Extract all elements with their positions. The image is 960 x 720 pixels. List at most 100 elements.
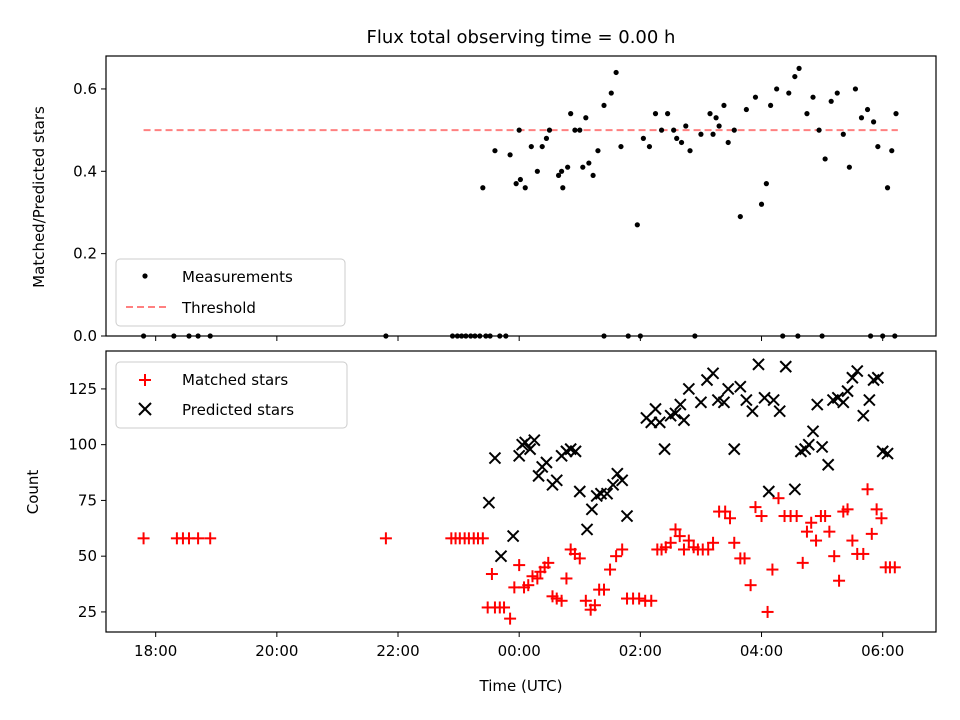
measurement-point <box>646 143 653 150</box>
measurement-point <box>710 131 716 137</box>
matched-star-point <box>766 563 779 576</box>
bottom-y-tick-label: 100 <box>68 436 97 454</box>
matched-star-point <box>604 563 617 576</box>
predicted-star-point <box>752 358 765 371</box>
measurement-point <box>674 135 680 141</box>
measurement-point <box>687 148 693 154</box>
matched-star-point <box>513 559 526 572</box>
predicted-star-point <box>600 487 614 500</box>
predicted-star-point <box>767 393 780 407</box>
measurement-point <box>737 213 743 220</box>
measurement-point <box>560 185 566 191</box>
matched-star-point <box>664 536 677 549</box>
measurement-point <box>565 164 571 170</box>
legend-marker-predicted-stars <box>138 402 152 416</box>
top-subplot: Flux total observing time = 0.00 h Match… <box>30 27 937 345</box>
top-y-axis-label: Matched/Predicted stars <box>30 106 48 288</box>
measurement-point <box>870 119 877 125</box>
matched-star-point <box>476 532 489 545</box>
matched-star-point <box>677 543 690 556</box>
bottom-y-tick-label: 75 <box>78 491 97 509</box>
top-y-tick-label: 0.4 <box>73 162 97 180</box>
bottom-y-tick-label: 50 <box>78 547 97 565</box>
legend-label-predicted-stars: Predicted stars <box>182 401 294 419</box>
predicted-star-point <box>746 405 759 418</box>
measurement-point <box>522 185 528 191</box>
measurement-point <box>716 123 722 129</box>
predicted-star-point <box>851 364 864 378</box>
predicted-star-point <box>620 509 634 523</box>
measurement-point <box>731 127 737 133</box>
measurement-point <box>707 111 713 117</box>
matched-star-point <box>531 572 544 585</box>
predicted-star-point <box>871 371 885 384</box>
measurement-point <box>586 160 592 166</box>
measurement-point <box>534 168 540 174</box>
matched-star-point <box>498 601 511 614</box>
matched-star-point <box>137 532 150 545</box>
measurement-point <box>683 123 689 129</box>
predicted-star-point <box>550 474 563 487</box>
predicted-star-point <box>569 445 582 458</box>
predicted-star-point <box>762 485 775 498</box>
measurement-point <box>652 111 659 117</box>
measurement-point <box>618 143 624 150</box>
bottom-y-tick-label: 125 <box>68 380 97 398</box>
x-tick-label: 20:00 <box>255 642 298 660</box>
measurement-point <box>546 127 553 133</box>
matched-star-point <box>810 534 823 547</box>
predicted-star-point <box>779 360 792 373</box>
measurement-point <box>875 143 881 150</box>
x-tick-label: 18:00 <box>134 642 177 660</box>
top-legend-box <box>115 258 346 327</box>
measurement-point <box>640 135 646 141</box>
measurement-point <box>555 172 562 179</box>
top-y-tick-label: 0.6 <box>73 80 97 98</box>
measurement-point <box>834 90 840 96</box>
predicted-star-point <box>706 367 720 380</box>
matched-star-point <box>542 556 555 569</box>
matched-star-point <box>573 552 586 565</box>
measurement-point <box>480 185 486 191</box>
matched-star-point <box>669 523 682 536</box>
legend-label-threshold: Threshold <box>181 299 256 317</box>
predicted-star-point <box>540 456 553 469</box>
measurement-point <box>828 98 834 104</box>
matched-star-point <box>805 516 818 529</box>
bottom-legend: Matched stars Predicted stars <box>115 361 348 429</box>
matched-star-point <box>846 534 859 547</box>
matched-star-point <box>800 525 813 538</box>
matched-star-point <box>504 612 517 625</box>
measurement-point <box>786 90 792 96</box>
predicted-star-point <box>528 433 541 447</box>
predicted-star-point <box>682 382 696 396</box>
matched-star-point <box>796 556 809 569</box>
measurement-point <box>846 164 852 170</box>
measurement-point <box>539 143 545 150</box>
predicted-star-point <box>821 458 835 471</box>
predicted-star-point <box>615 474 629 487</box>
matched-star-point <box>485 568 498 581</box>
matched-star-point <box>192 532 205 545</box>
predicted-star-point <box>494 549 508 563</box>
predicted-star-point <box>802 438 815 451</box>
predicted-star-point <box>863 393 876 407</box>
matched-star-point <box>598 583 610 596</box>
measurement-point <box>858 115 865 121</box>
measurement-point <box>634 222 640 228</box>
matched-star-point <box>588 599 601 612</box>
matched-star-point <box>555 594 568 607</box>
measurement-point <box>698 131 704 137</box>
x-tick-label: 04:00 <box>740 642 783 660</box>
matched-star-point <box>707 536 720 549</box>
measurement-point <box>608 90 614 96</box>
predicted-star-point <box>677 413 691 427</box>
bottom-y-tick-label: 25 <box>78 603 97 621</box>
matched-star-point <box>610 550 623 563</box>
measurement-point <box>864 106 871 113</box>
x-tick-label: 02:00 <box>619 642 662 660</box>
matched-star-point <box>728 536 741 549</box>
measurement-point <box>568 111 574 117</box>
measurement-point <box>884 185 891 191</box>
matched-star-point <box>823 525 836 538</box>
